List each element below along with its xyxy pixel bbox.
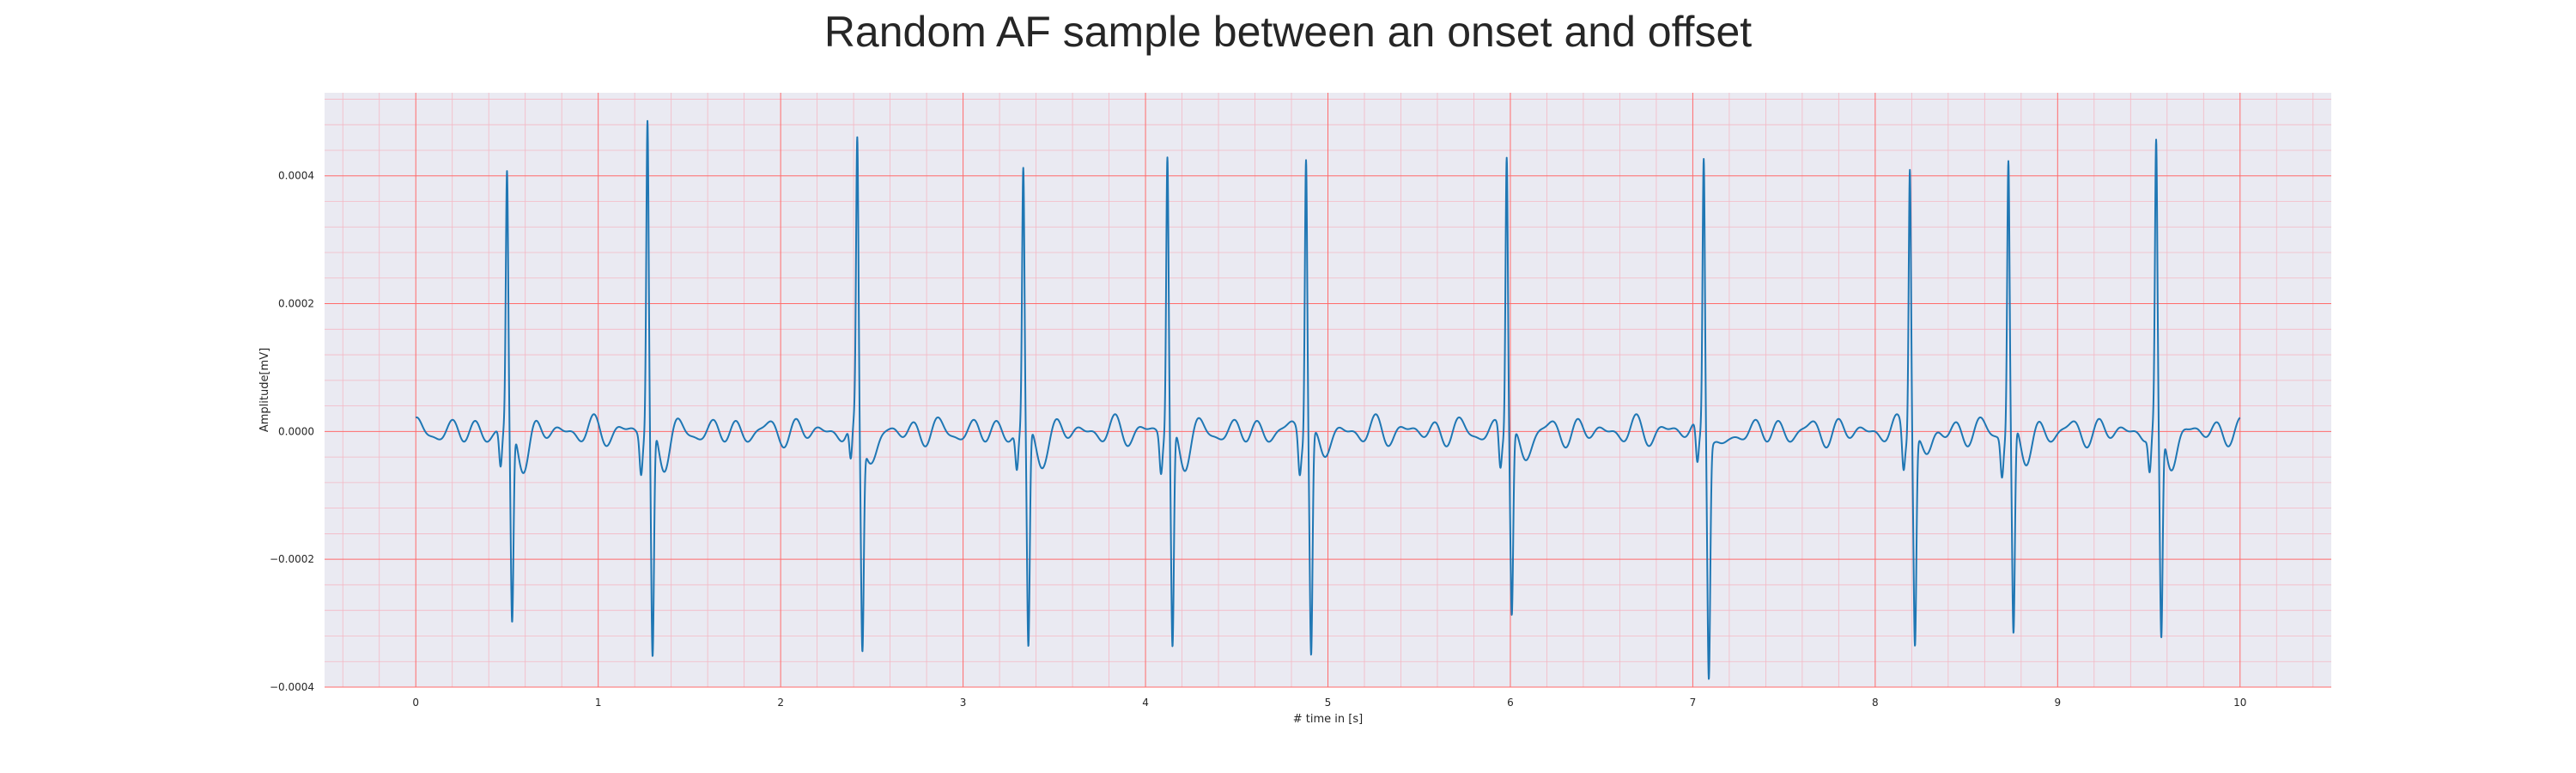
x-tick-label: 6 — [1507, 697, 1514, 709]
major-grid — [325, 93, 2331, 688]
x-tick-label: 3 — [960, 697, 967, 709]
x-tick-label: 5 — [1325, 697, 1332, 709]
y-tick-label: 0.0000 — [278, 425, 314, 437]
y-tick-label: −0.0002 — [270, 553, 314, 565]
x-tick-labels: 0 1 2 3 4 5 6 7 8 9 10 — [412, 697, 2246, 709]
y-tick-label: 0.0002 — [278, 298, 314, 310]
x-tick-label: 10 — [2233, 697, 2246, 709]
x-tick-label: 4 — [1142, 697, 1149, 709]
x-tick-label: 7 — [1690, 697, 1697, 709]
x-tick-label: 0 — [412, 697, 419, 709]
ecg-trace-line — [415, 119, 2241, 680]
y-tick-labels: −0.0004 −0.0002 0.0000 0.0002 0.0004 — [270, 170, 314, 693]
y-axis-label: Amplitude[mV] — [258, 348, 271, 432]
x-tick-label: 8 — [1872, 697, 1879, 709]
x-tick-label: 2 — [777, 697, 784, 709]
x-tick-label: 9 — [2054, 697, 2061, 709]
x-axis-label: # time in [s] — [1293, 713, 1363, 726]
trace-layer — [415, 119, 2241, 680]
chart-title: Random AF sample between an onset and of… — [823, 8, 1753, 56]
x-tick-label: 1 — [595, 697, 602, 709]
y-tick-label: −0.0004 — [270, 681, 314, 693]
y-tick-label: 0.0004 — [278, 170, 314, 182]
